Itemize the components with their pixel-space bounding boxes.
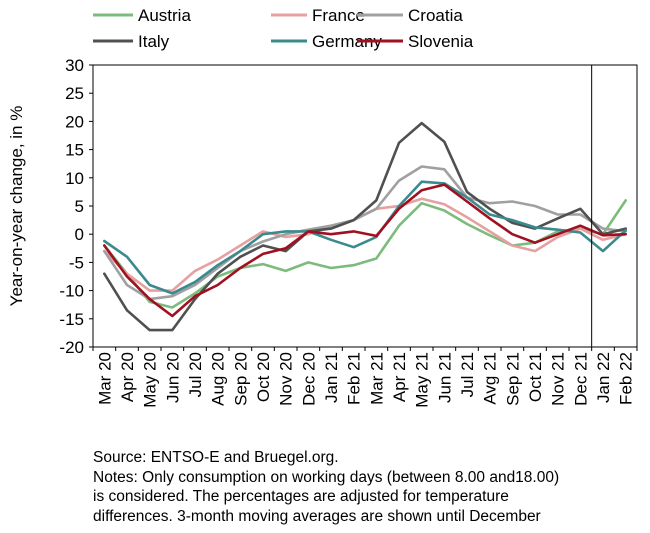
legend-label-austria: Austria — [138, 6, 191, 25]
x-tick-label: Jan 21 — [322, 352, 341, 403]
x-tick-label: May 20 — [141, 352, 160, 408]
y-tick-label: 5 — [75, 197, 84, 216]
x-tick-label: May 21 — [413, 352, 432, 408]
x-axis-ticks: Mar 20 Apr 20 May 20 Jun 20 Jul 20 Aug 20 Sep … — [92, 347, 638, 408]
source-note: Source: ENTSO-E and Bruegel.org. — [93, 449, 339, 466]
notes-line-1: Notes: Only consumption on working days … — [93, 468, 560, 486]
x-tick-label: Jan 22 — [594, 352, 613, 403]
legend-label-france: France — [312, 6, 365, 25]
x-tick-label: Jun 21 — [435, 352, 454, 403]
legend-label-slovenia: Slovenia — [408, 32, 474, 51]
series-line-italy — [103, 121, 628, 332]
x-tick-label: Apr 21 — [390, 352, 409, 402]
y-tick-label: 30 — [65, 56, 84, 75]
x-tick-label: Apr 20 — [118, 352, 137, 402]
series-line-croatia — [103, 165, 628, 301]
x-tick-label: Feb 22 — [617, 352, 636, 405]
y-tick-label: -10 — [59, 282, 84, 301]
legend-label-croatia: Croatia — [408, 6, 463, 25]
x-tick-label: Sep 21 — [503, 352, 522, 406]
y-axis-label: Year-on-year change, in % — [7, 106, 26, 307]
x-tick-label: Dec 20 — [299, 352, 318, 406]
x-tick-label: Jul 20 — [186, 352, 205, 397]
series-line-germany — [103, 180, 628, 295]
legend-label-germany: Germany — [312, 32, 382, 51]
notes-block: Source: ENTSO-E and Bruegel.org. Notes: … — [93, 448, 643, 526]
x-tick-label: Sep 20 — [231, 352, 250, 406]
x-tick-label: Jun 20 — [163, 352, 182, 403]
y-tick-label: 25 — [65, 84, 84, 103]
x-tick-label: Mar 21 — [367, 352, 386, 405]
series-line-france — [103, 197, 628, 292]
x-tick-label: Feb 21 — [345, 352, 364, 405]
y-axis-ticks: 30 25 20 15 10 5 0 -5 -10 -15 -20 — [59, 56, 93, 357]
series-line-slovenia — [103, 183, 628, 318]
x-tick-label: Mar 20 — [95, 352, 114, 405]
line-chart: Austria France Croatia Italy Germany Slovenia… — [7, 6, 638, 408]
x-tick-label: Oct 20 — [254, 352, 273, 402]
x-tick-label: Oct 21 — [526, 352, 545, 402]
x-tick-label: Nov 21 — [549, 352, 568, 406]
y-tick-label: -20 — [59, 338, 84, 357]
notes-line-3: differences. 3-month moving averages are… — [93, 507, 541, 525]
legend-label-italy: Italy — [138, 32, 170, 51]
y-tick-label: 10 — [65, 169, 84, 188]
notes-line-2: is considered. The percentages are adjus… — [93, 488, 509, 505]
x-tick-label: Nov 20 — [277, 352, 296, 406]
y-tick-label: -15 — [59, 310, 84, 329]
x-tick-label: Dec 21 — [571, 352, 590, 406]
x-tick-label: Avg 21 — [481, 352, 500, 405]
series-lines — [103, 121, 628, 332]
x-tick-label: Jul 21 — [458, 352, 477, 397]
y-tick-label: 20 — [65, 112, 84, 131]
legend: Austria France Croatia Italy Germany Slovenia — [93, 6, 474, 51]
y-tick-label: -5 — [69, 253, 84, 272]
y-tick-label: 0 — [75, 225, 84, 244]
x-tick-label: Aug 20 — [209, 352, 228, 406]
y-tick-label: 15 — [65, 141, 84, 160]
